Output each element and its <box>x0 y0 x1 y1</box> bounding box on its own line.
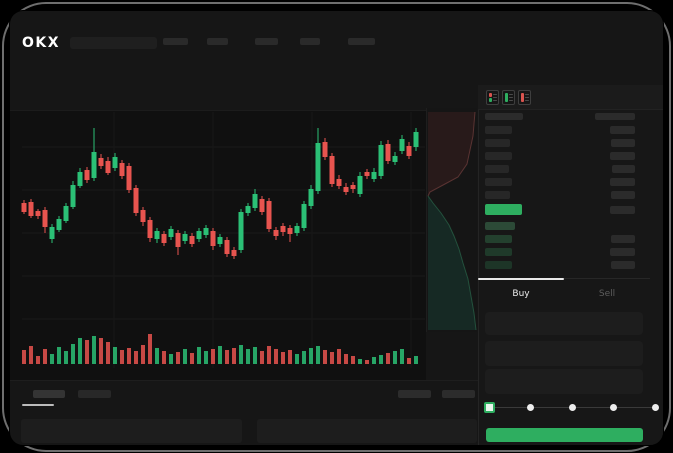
panel-action-button[interactable] <box>442 390 475 398</box>
search-input[interactable] <box>70 37 157 49</box>
ask-amount[interactable] <box>610 126 635 134</box>
trade-form <box>478 308 663 445</box>
ask-amount[interactable] <box>611 139 635 147</box>
bid-price[interactable] <box>485 235 512 243</box>
buy-submit-button[interactable] <box>486 428 643 442</box>
bid-amount[interactable] <box>611 235 635 243</box>
nav-item[interactable] <box>348 38 375 45</box>
tab-sell[interactable]: Sell <box>598 289 616 299</box>
ask-amount[interactable] <box>612 165 635 173</box>
bid-price[interactable] <box>485 222 515 230</box>
ask-amount[interactable] <box>611 191 635 199</box>
active-tab-underline <box>22 404 54 406</box>
active-tab-indicator <box>478 278 564 280</box>
nav-item[interactable] <box>255 38 278 45</box>
ask-price[interactable] <box>485 165 509 173</box>
orderbook-layout-bids-icon[interactable] <box>502 90 515 105</box>
okx-logo: OKX <box>22 35 61 51</box>
ask-price[interactable] <box>485 152 512 160</box>
bottom-tab[interactable] <box>33 390 65 398</box>
amount-slider[interactable] <box>483 399 662 417</box>
slider-step-dot[interactable] <box>651 404 659 411</box>
trade-tabs: Buy Sell <box>478 278 650 308</box>
tab-buy[interactable]: Buy <box>512 289 530 299</box>
orderbook-layout-asks-icon[interactable] <box>518 90 531 105</box>
last-price-amount <box>610 206 635 214</box>
nav-item[interactable] <box>163 38 188 45</box>
bid-price[interactable] <box>485 261 512 269</box>
price-chart-canvas[interactable] <box>10 11 663 445</box>
bottom-tab[interactable] <box>78 390 111 398</box>
bottom-content-box <box>21 419 242 443</box>
ask-amount[interactable] <box>610 152 635 160</box>
nav-item[interactable] <box>300 38 320 45</box>
bottom-content-box <box>257 419 477 443</box>
ask-price[interactable] <box>485 178 512 186</box>
total-field[interactable] <box>485 369 643 394</box>
bottom-panel <box>10 380 478 445</box>
price-field[interactable] <box>485 312 643 335</box>
slider-step-dot[interactable] <box>568 404 576 411</box>
amount-field[interactable] <box>485 341 643 366</box>
orderbook-layout-both-icon[interactable] <box>486 90 499 105</box>
bid-amount[interactable] <box>611 261 635 269</box>
last-price[interactable] <box>485 204 522 215</box>
nav-item[interactable] <box>207 38 228 45</box>
slider-step-dot[interactable] <box>527 404 534 411</box>
ask-price[interactable] <box>485 191 510 199</box>
panel-action-button[interactable] <box>398 390 431 398</box>
slider-step-dot[interactable] <box>610 404 617 411</box>
top-nav: OKX <box>10 11 663 55</box>
chart-area-background <box>10 110 426 380</box>
bid-amount[interactable] <box>610 248 635 256</box>
orderbook-amount-header <box>595 113 635 120</box>
slider-handle[interactable] <box>483 402 495 413</box>
app-window: OKX Spot Trading <box>10 11 663 445</box>
ask-price[interactable] <box>485 126 512 134</box>
ask-price[interactable] <box>485 139 510 147</box>
orderbook-price-header <box>485 113 523 120</box>
ask-amount[interactable] <box>610 178 635 186</box>
bid-price[interactable] <box>485 248 512 256</box>
